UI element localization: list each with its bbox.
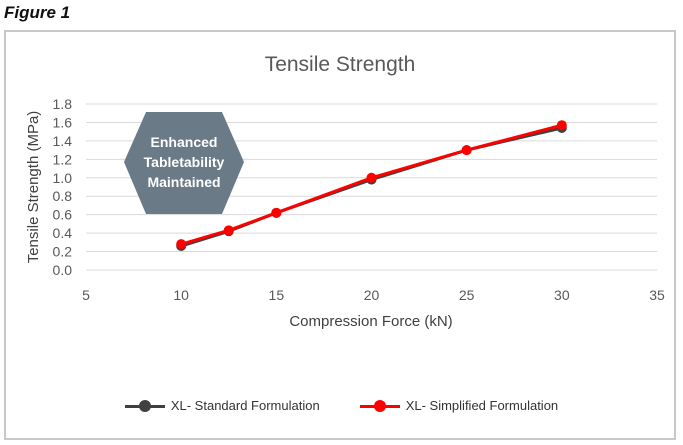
legend: XL- Standard Formulation XL- Simplified …: [0, 398, 683, 413]
tick-labels: 0.0 0.2 0.4 0.6 0.8 1.0 1.2 1.4 1.6 1.8 5 10 15 20 25 3…: [53, 96, 665, 303]
x-axis-label: Compression Force (kN): [289, 313, 452, 330]
callout-line-3: Maintained: [147, 174, 220, 190]
callout-line-2: Tabletability: [144, 154, 225, 170]
data-point-simplified: [176, 239, 187, 250]
data-point-simplified: [461, 145, 472, 156]
y-tick-label: 1.2: [53, 151, 73, 167]
y-tick-label: 1.4: [53, 133, 73, 149]
x-tick-label: 35: [649, 287, 665, 303]
series-line-simplified: [180, 123, 563, 246]
callout-line-1: Enhanced: [151, 134, 218, 150]
y-tick-label: 0.2: [53, 244, 73, 260]
x-tick-label: 5: [82, 287, 90, 303]
legend-item-standard: XL- Standard Formulation: [124, 398, 320, 413]
chart-title: Tensile Strength: [265, 53, 416, 76]
data-point-simplified: [366, 172, 377, 183]
data-point-simplified: [556, 120, 567, 131]
x-tick-label: 10: [173, 287, 189, 303]
y-tick-label: 0.4: [53, 225, 73, 241]
enhanced-tabletability-callout: Enhanced Tabletability Maintained: [124, 112, 244, 214]
y-tick-label: 0.6: [53, 207, 73, 223]
legend-swatch-simplified: [359, 399, 400, 412]
y-tick-label: 1.6: [53, 114, 73, 130]
x-tick-label: 25: [459, 287, 475, 303]
x-tick-label: 20: [364, 287, 380, 303]
legend-label-simplified: XL- Simplified Formulation: [405, 398, 559, 413]
data-point-simplified: [271, 207, 282, 218]
y-tick-label: 1.8: [53, 96, 73, 112]
chart-frame: [4, 30, 676, 440]
legend-label-standard: XL- Standard Formulation: [170, 398, 320, 413]
legend-swatch-standard: [124, 399, 165, 412]
figure-label: Figure 1: [4, 3, 71, 22]
y-axis-label: Tensile Strength (MPa): [25, 111, 42, 264]
series-layer: [176, 120, 567, 252]
callout-hexagon: [124, 112, 244, 214]
y-tick-label: 1.0: [53, 170, 73, 186]
x-tick-label: 30: [554, 287, 570, 303]
data-point-simplified: [223, 225, 234, 236]
legend-item-simplified: XL- Simplified Formulation: [359, 398, 559, 413]
y-tick-label: 0.8: [53, 188, 73, 204]
y-tick-label: 0.0: [53, 262, 73, 278]
x-tick-label: 15: [269, 287, 285, 303]
